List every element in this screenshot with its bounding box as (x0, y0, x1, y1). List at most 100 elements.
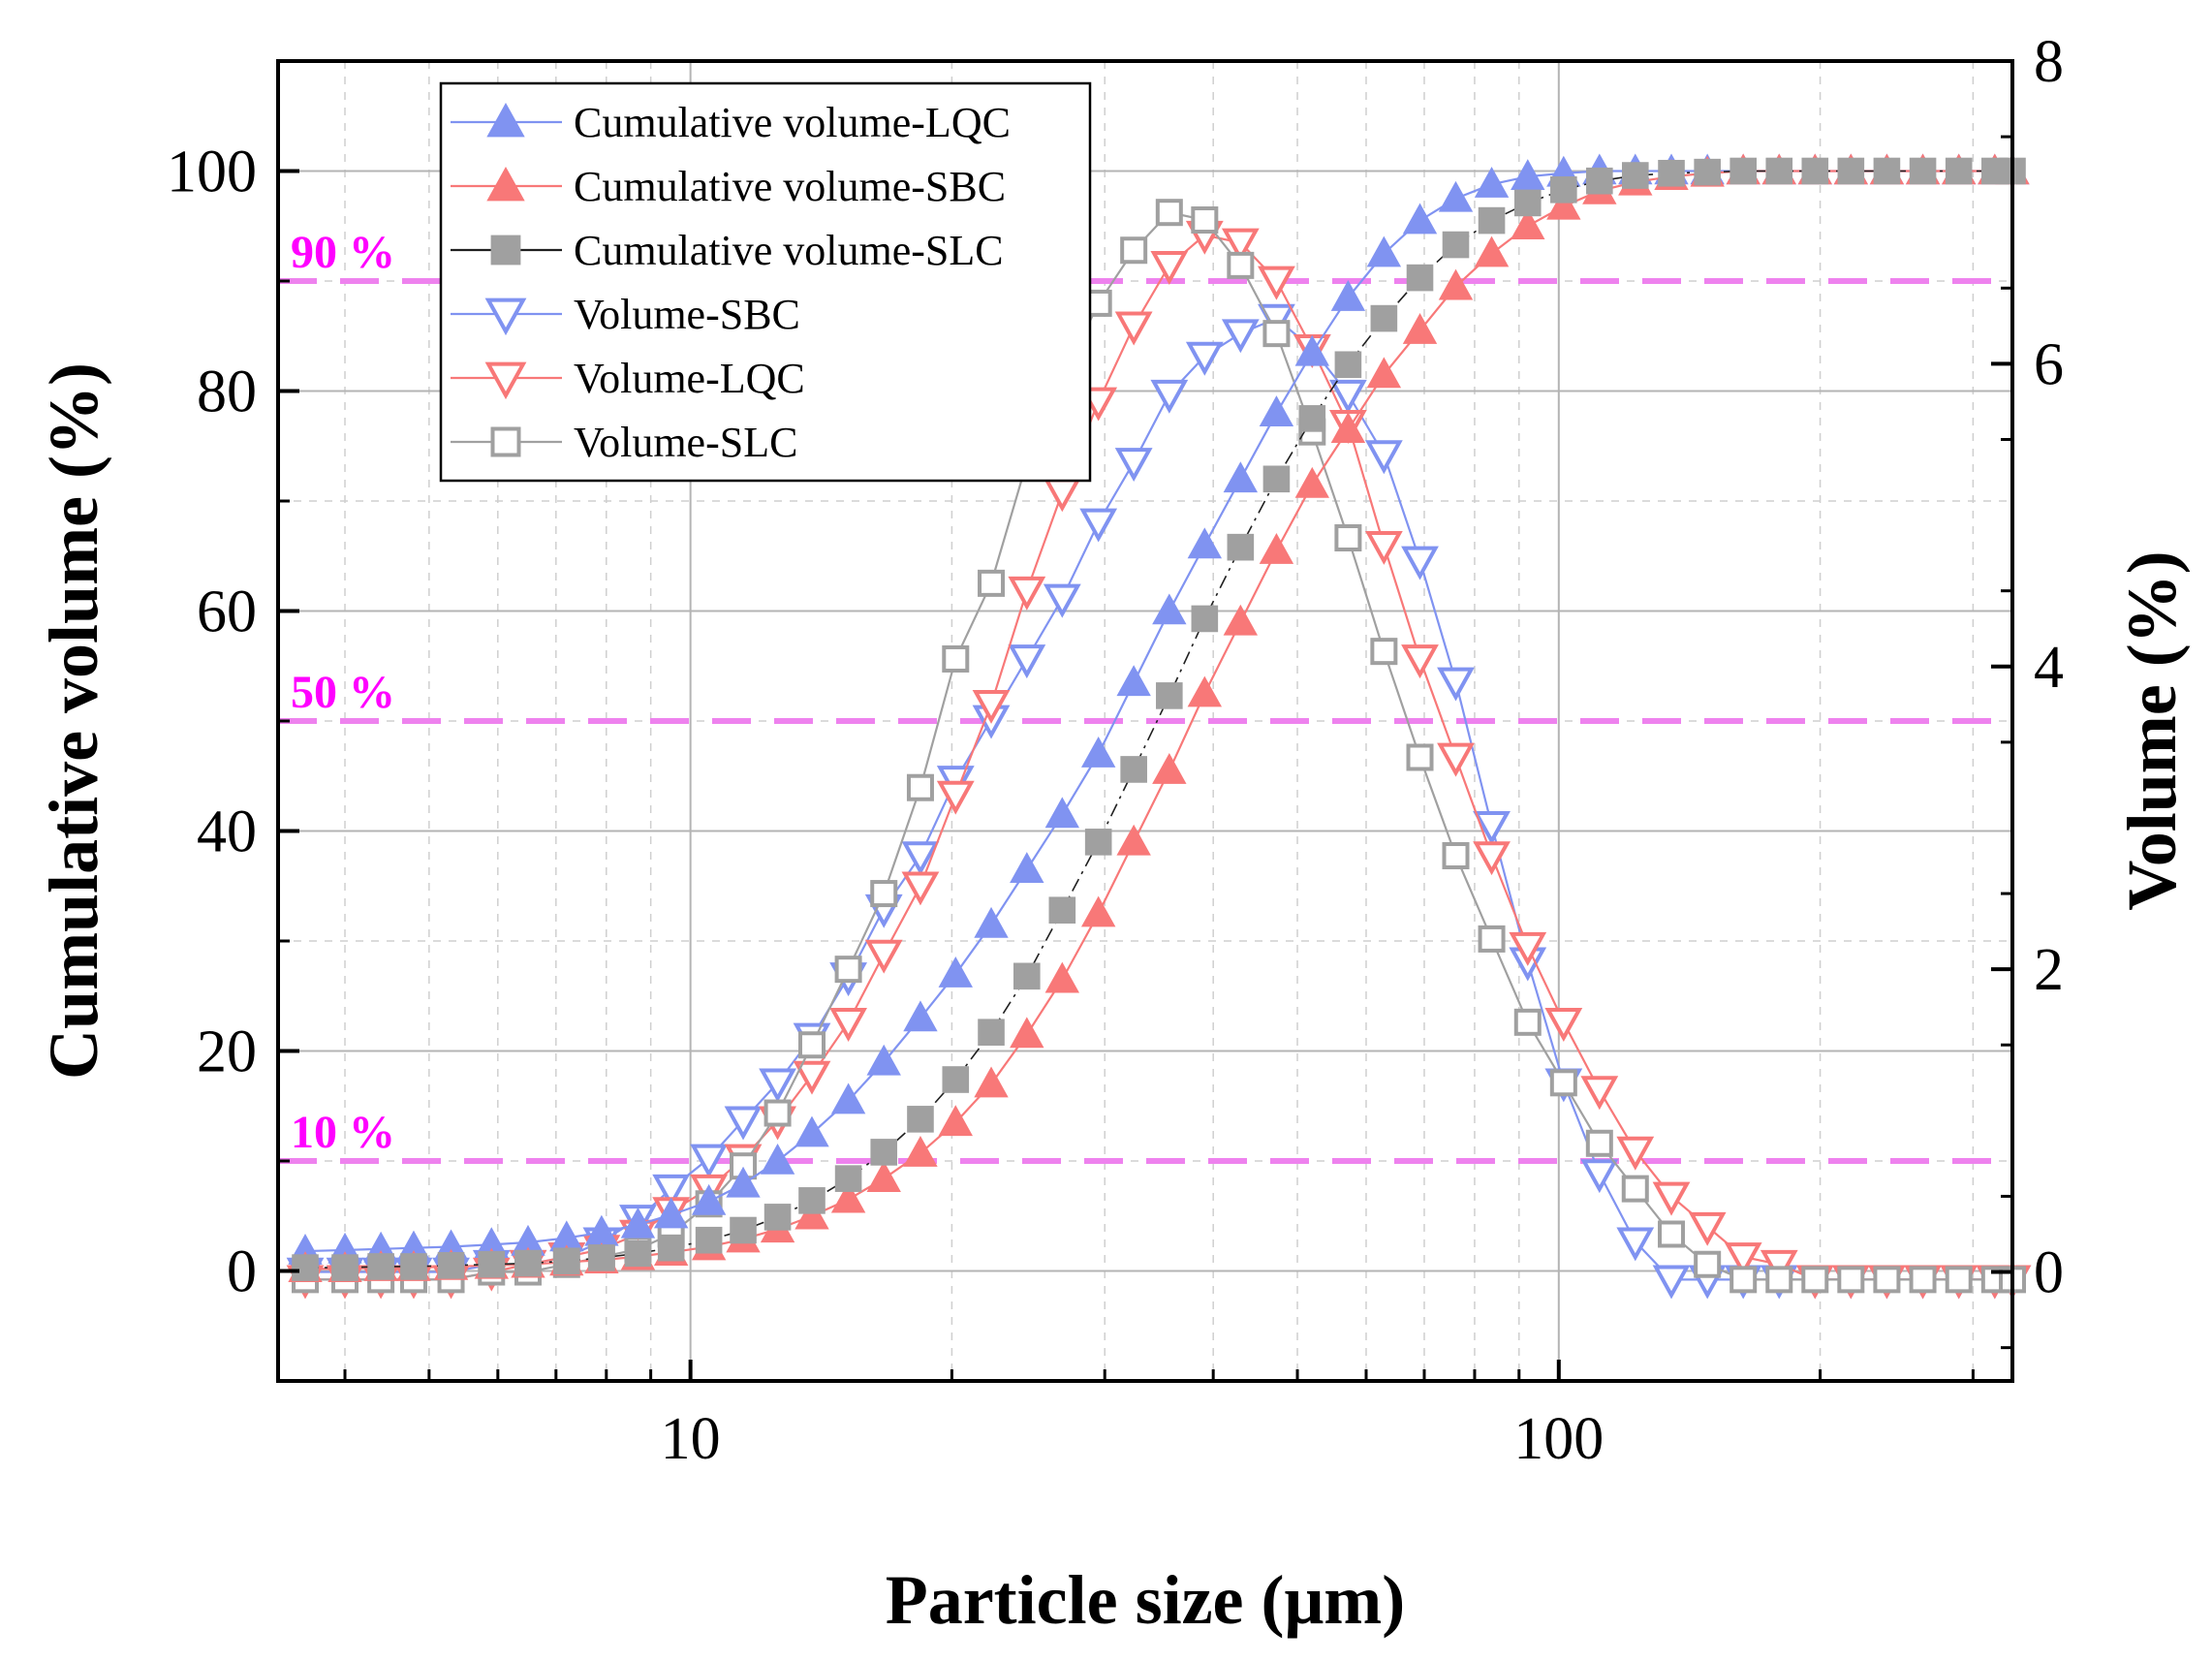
data-point (1330, 412, 1366, 444)
y2-tick-label: 0 (2034, 1240, 2064, 1306)
data-point (1152, 753, 1187, 784)
legend-item: Cumulative volume-SLC (451, 227, 1004, 274)
data-point (1837, 157, 1865, 185)
data-point (1580, 1159, 1619, 1194)
data-point (1473, 841, 1511, 876)
data-point (1043, 583, 1081, 618)
legend: Cumulative volume-LQC Cumulative volume-S… (439, 81, 1092, 483)
data-point (1801, 1266, 1829, 1294)
data-point (1474, 235, 1510, 267)
data-point (903, 1000, 938, 1032)
data-point (1044, 961, 1080, 993)
data-point (1185, 341, 1224, 376)
data-point (1010, 1017, 1044, 1049)
data-point (1364, 440, 1403, 475)
data-point (1724, 1242, 1762, 1277)
data-point (1442, 842, 1470, 870)
data-point (1658, 159, 1685, 187)
data-point (400, 1253, 427, 1280)
data-point (367, 1253, 394, 1280)
data-point (793, 1060, 831, 1095)
data-point (1044, 797, 1080, 829)
data-point (974, 906, 1009, 938)
y-tick-label: 0 (227, 1239, 257, 1305)
data-point (972, 690, 1011, 724)
data-point (1478, 925, 1506, 953)
data-point (1120, 756, 1147, 783)
data-point (1652, 1181, 1691, 1216)
data-point (1114, 311, 1153, 346)
data-point (1008, 576, 1046, 611)
data-point (657, 1234, 685, 1262)
legend-box (439, 81, 1092, 483)
data-point (437, 1252, 465, 1279)
data-point (1402, 203, 1438, 235)
legend-item: Volume-SBC (451, 291, 800, 338)
data-point (866, 1161, 901, 1192)
data-point (1621, 162, 1649, 189)
y-tick-label: 60 (197, 580, 257, 645)
data-point (1474, 167, 1510, 198)
data-point (942, 644, 970, 673)
data-point (1227, 251, 1255, 279)
data-point (866, 1044, 901, 1076)
data-point (1873, 157, 1901, 185)
data-point (906, 773, 934, 801)
data-point (478, 1250, 506, 1278)
data-point (1223, 604, 1259, 636)
data-point (730, 1216, 757, 1244)
data-point (690, 1144, 729, 1178)
data-point (901, 841, 940, 876)
legend-label: Volume-SLC (574, 419, 797, 466)
data-point (1760, 1249, 1798, 1284)
data-point (1152, 593, 1187, 625)
data-point (829, 1008, 867, 1042)
data-point (1262, 465, 1291, 493)
data-point (1262, 320, 1291, 348)
data-point (1294, 334, 1329, 366)
data-point (1438, 268, 1474, 300)
axis-ticks: 10 100 0 20 40 60 80 100 0 2 4 6 8 (167, 29, 2064, 1472)
y2-tick-label: 8 (2034, 29, 2064, 95)
data-point (1221, 319, 1260, 354)
data-point (1048, 896, 1076, 925)
data-point (794, 1198, 829, 1230)
data-point (938, 1105, 973, 1137)
legend-item: Cumulative volume-LQC (451, 99, 1011, 146)
data-point (1150, 251, 1189, 285)
data-point (797, 1031, 826, 1059)
data-point (830, 1082, 866, 1114)
data-point (486, 102, 525, 138)
data-point (870, 880, 898, 908)
y-tick-label: 100 (167, 140, 257, 205)
data-point (1544, 1008, 1583, 1042)
reference-label: 90 % (291, 227, 395, 278)
data-point (974, 1066, 1009, 1098)
data-point (1694, 158, 1721, 186)
data-point (760, 1143, 795, 1175)
data-point (759, 1068, 796, 1103)
data-point (1010, 852, 1044, 884)
data-point (864, 939, 903, 974)
data-point (1616, 1136, 1655, 1171)
data-point (1227, 533, 1255, 561)
data-point (1513, 189, 1542, 217)
data-point (490, 235, 521, 266)
plot-series (286, 153, 2032, 1300)
x-tick-label: 100 (1513, 1406, 1604, 1472)
data-point (1585, 1129, 1613, 1157)
data-point (552, 1247, 580, 1275)
y2-tick-label: 4 (2034, 635, 2064, 701)
data-point (830, 1181, 866, 1213)
data-point (1079, 508, 1118, 543)
data-point (1550, 175, 1577, 204)
data-point (1909, 1266, 1937, 1294)
data-point (1120, 236, 1148, 265)
data-point (588, 1244, 615, 1271)
data-point (486, 166, 525, 202)
data-point (978, 1019, 1005, 1047)
data-point (652, 1174, 691, 1208)
data-point (1043, 478, 1081, 513)
data-point (1616, 1227, 1655, 1262)
data-point (763, 1204, 792, 1231)
